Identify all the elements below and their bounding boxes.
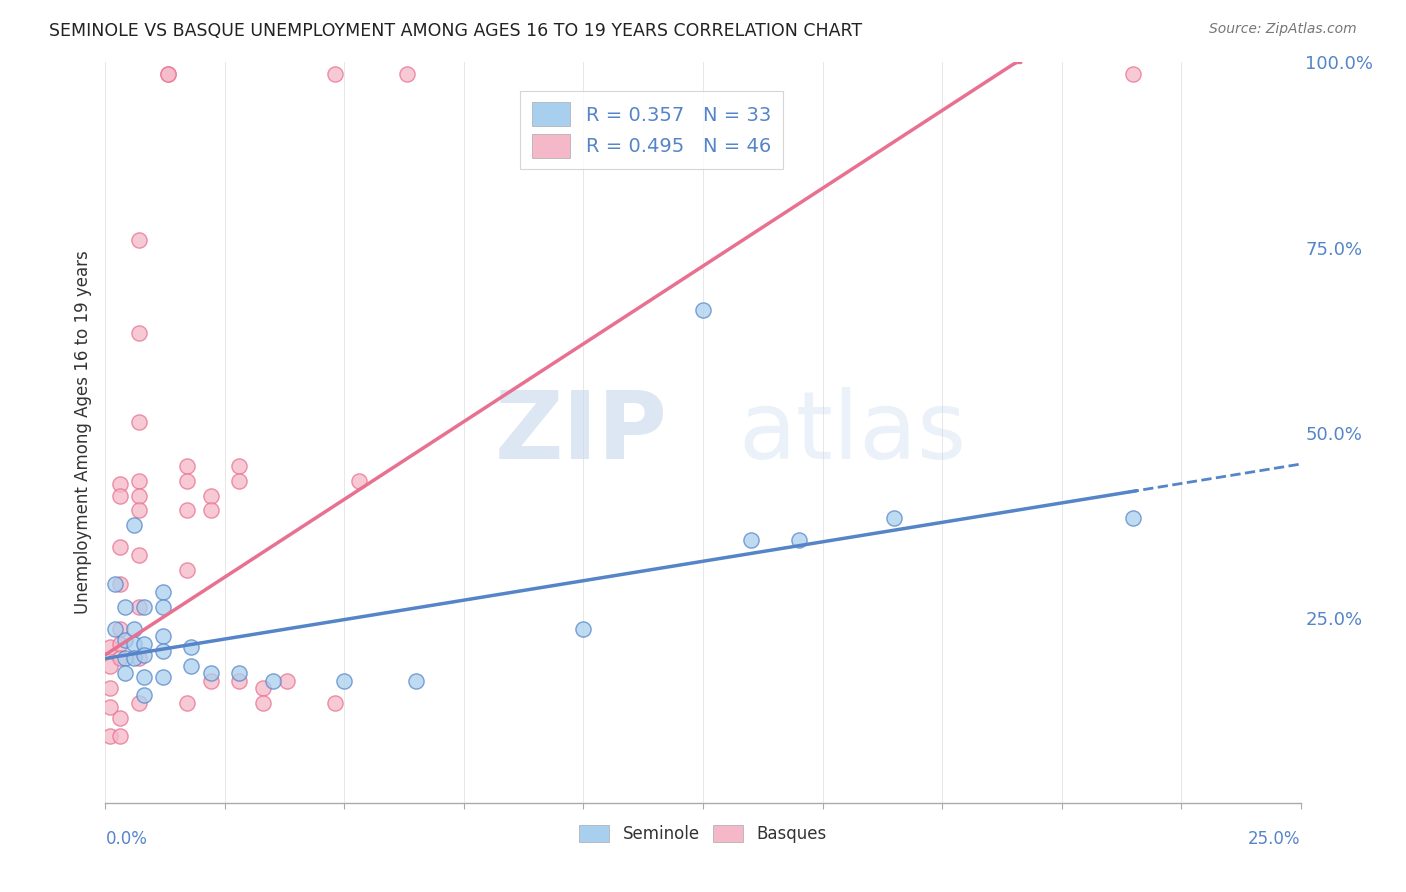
Legend: Seminole, Basques: Seminole, Basques (572, 819, 834, 850)
Point (228, 673, 250, 688)
Point (252, 681, 274, 695)
Point (98, 729, 121, 743)
Y-axis label: Unemployment Among Ages 16 to 19 years: Unemployment Among Ages 16 to 19 years (73, 251, 91, 615)
Point (276, 673, 298, 688)
Point (1122, 510, 1144, 524)
Point (176, 458, 198, 473)
Point (252, 696, 274, 710)
Point (122, 637, 145, 651)
Point (114, 666, 136, 681)
Point (132, 599, 155, 614)
Point (176, 696, 198, 710)
Point (152, 629, 174, 643)
Point (395, 66, 418, 80)
Point (114, 599, 136, 614)
Point (108, 577, 131, 591)
Point (200, 673, 222, 688)
Point (228, 666, 250, 681)
Text: Source: ZipAtlas.com: Source: ZipAtlas.com (1209, 22, 1357, 37)
Point (180, 658, 202, 673)
Text: 0.0%: 0.0% (105, 830, 148, 847)
Point (883, 510, 905, 524)
Point (740, 533, 762, 547)
Text: SEMINOLE VS BASQUE UNEMPLOYMENT AMONG AGES 16 TO 19 YEARS CORRELATION CHART: SEMINOLE VS BASQUE UNEMPLOYMENT AMONG AG… (49, 22, 862, 40)
Point (152, 670, 174, 684)
Point (323, 696, 346, 710)
Point (176, 503, 198, 517)
Point (228, 474, 250, 488)
Point (128, 651, 150, 665)
Point (108, 729, 131, 743)
Point (122, 651, 145, 665)
Point (128, 474, 150, 488)
Point (108, 489, 131, 503)
Point (108, 541, 131, 555)
Point (104, 622, 127, 636)
Point (132, 637, 155, 651)
Point (98, 640, 121, 655)
Point (200, 666, 222, 681)
Point (114, 651, 136, 665)
Point (176, 563, 198, 577)
Point (1122, 66, 1144, 80)
Point (122, 622, 145, 636)
Point (405, 673, 427, 688)
Point (128, 548, 150, 562)
Point (128, 233, 150, 247)
Point (108, 651, 131, 665)
Point (108, 477, 131, 491)
Point (108, 637, 131, 651)
Point (152, 584, 174, 599)
Point (98, 658, 121, 673)
Point (180, 640, 202, 655)
Point (692, 303, 714, 318)
Text: 25.0%: 25.0% (1249, 830, 1301, 847)
Point (132, 648, 155, 662)
Point (323, 66, 346, 80)
Point (98, 699, 121, 714)
Point (200, 503, 222, 517)
Point (132, 689, 155, 703)
Point (114, 632, 136, 647)
Point (104, 577, 127, 591)
Point (122, 518, 145, 533)
Point (128, 696, 150, 710)
Point (156, 66, 179, 80)
Point (152, 599, 174, 614)
Point (128, 599, 150, 614)
Point (128, 415, 150, 429)
Point (262, 673, 284, 688)
Point (128, 489, 150, 503)
Point (128, 326, 150, 340)
Point (108, 622, 131, 636)
Point (200, 489, 222, 503)
Point (787, 533, 810, 547)
Point (132, 670, 155, 684)
Point (333, 673, 356, 688)
Point (128, 503, 150, 517)
Point (347, 474, 370, 488)
Point (228, 458, 250, 473)
Point (98, 681, 121, 695)
Text: atlas: atlas (740, 386, 967, 479)
Point (156, 66, 179, 80)
Point (152, 644, 174, 658)
Text: ZIP: ZIP (495, 386, 666, 479)
Point (572, 622, 595, 636)
Point (108, 711, 131, 725)
Point (176, 474, 198, 488)
